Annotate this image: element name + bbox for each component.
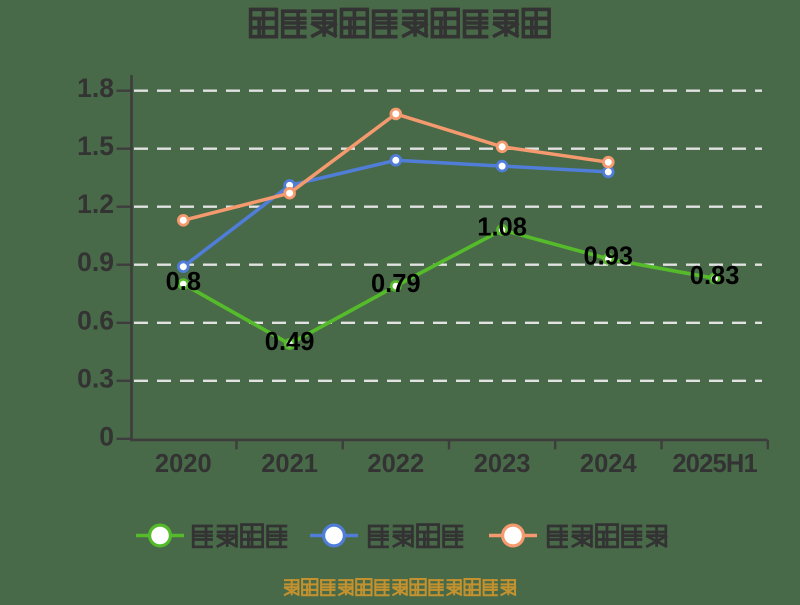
svg-text:2020: 2020 <box>155 450 212 478</box>
svg-text:1.08: 1.08 <box>477 214 527 242</box>
svg-text:2024: 2024 <box>580 450 638 478</box>
svg-text:2023: 2023 <box>474 450 531 478</box>
svg-text:2021: 2021 <box>261 450 318 478</box>
svg-text:0.49: 0.49 <box>265 328 315 356</box>
svg-text:0: 0 <box>99 421 114 451</box>
svg-text:1.5: 1.5 <box>77 131 114 161</box>
svg-text:0.83: 0.83 <box>690 262 740 290</box>
svg-text:1.2: 1.2 <box>77 189 114 219</box>
svg-text:2025H1: 2025H1 <box>672 450 757 478</box>
svg-text:0.8: 0.8 <box>166 268 201 296</box>
svg-text:0.79: 0.79 <box>371 270 421 298</box>
svg-text:2022: 2022 <box>367 450 424 478</box>
svg-text:0.9: 0.9 <box>77 247 114 277</box>
svg-text:1.8: 1.8 <box>77 73 114 103</box>
svg-text:0.93: 0.93 <box>583 243 633 271</box>
svg-text:0.3: 0.3 <box>77 363 114 393</box>
svg-text:0.6: 0.6 <box>77 305 114 335</box>
